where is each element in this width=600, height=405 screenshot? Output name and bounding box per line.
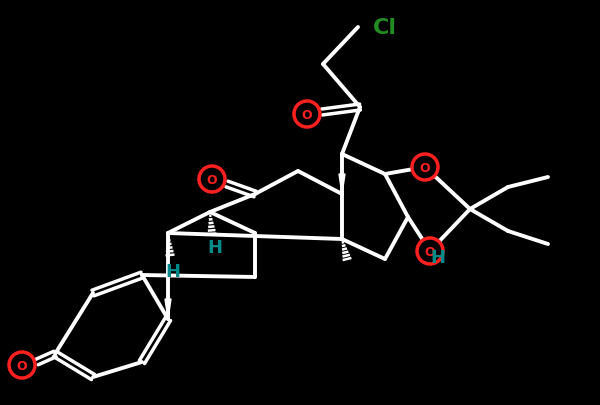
Text: O: O (17, 358, 28, 371)
Text: O: O (206, 173, 217, 186)
Circle shape (417, 239, 443, 264)
Text: O: O (302, 108, 313, 121)
Circle shape (199, 166, 225, 192)
Polygon shape (339, 175, 345, 194)
Polygon shape (165, 299, 171, 319)
Circle shape (412, 155, 438, 181)
Text: Cl: Cl (373, 18, 397, 38)
Text: H: H (208, 239, 223, 256)
Circle shape (9, 352, 35, 378)
Text: H: H (431, 248, 445, 266)
Circle shape (294, 102, 320, 128)
Text: O: O (419, 161, 430, 174)
Text: O: O (425, 245, 436, 258)
Text: H: H (166, 262, 181, 280)
